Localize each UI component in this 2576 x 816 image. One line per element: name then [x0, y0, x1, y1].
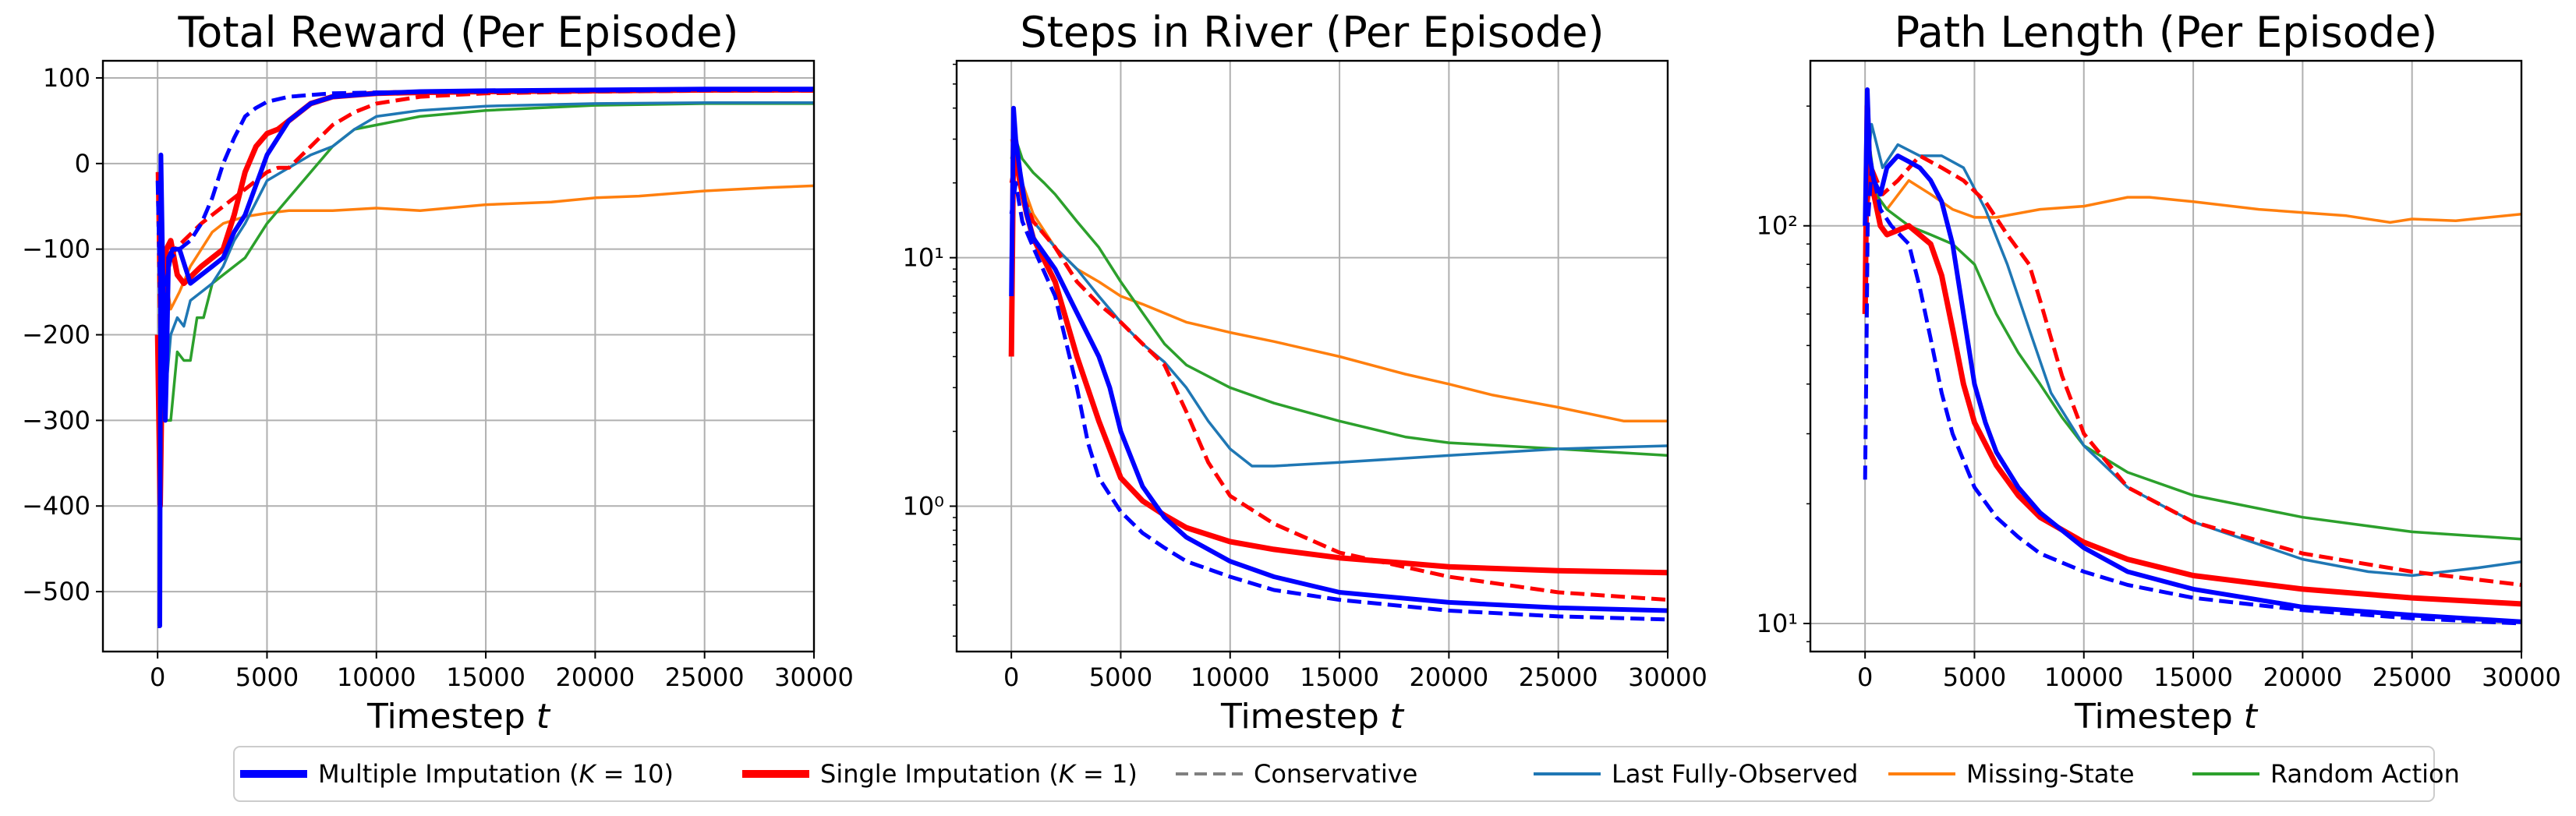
y-tick-label: −100 — [22, 235, 90, 264]
x-tick-label: 30000 — [1628, 662, 1707, 692]
x-tick-label: 10000 — [1191, 662, 1270, 692]
y-tick-label: −200 — [22, 320, 90, 350]
x-axis-label: Timestep t — [366, 697, 551, 737]
x-tick-label: 15000 — [446, 662, 525, 692]
x-tick-label: 10000 — [2044, 662, 2124, 692]
x-tick-label: 10000 — [337, 662, 416, 692]
chart-title: Steps in River (Per Episode) — [1020, 8, 1604, 57]
series-line-lfo — [1863, 122, 2521, 578]
panel-path-length: 0 5000 10000 15000 20000 25000 30000 10¹ 10² Path… — [1756, 8, 2560, 737]
y-tick-label: −300 — [22, 405, 90, 435]
x-tick-label: 25000 — [2373, 662, 2452, 692]
series-line-ms — [1010, 139, 1668, 423]
x-tick-label: 5000 — [1943, 662, 2006, 692]
x-axis-label: Timestep t — [2074, 697, 2259, 737]
legend-label-lfo: Last Fully-Observed — [1612, 759, 1858, 789]
x-tick-label: 20000 — [2263, 662, 2342, 692]
x-tick-label: 25000 — [665, 662, 745, 692]
legend-label-ra: Random Action — [2270, 759, 2460, 789]
series-line-lfo — [156, 101, 814, 414]
series-line-si_cons — [1863, 154, 2521, 587]
x-tick-label: 20000 — [1409, 662, 1488, 692]
y-tick-label: 0 — [75, 149, 90, 178]
axes-frame — [1809, 59, 2523, 653]
x-tick-label: 5000 — [1089, 662, 1152, 692]
x-tick-label: 5000 — [235, 662, 299, 692]
series-line-ra — [1010, 137, 1668, 457]
x-tick-label: 30000 — [774, 662, 854, 692]
y-tick-label: 100 — [43, 63, 90, 93]
x-tick-label: 0 — [1857, 662, 1873, 692]
y-tick-label: 10¹ — [902, 243, 944, 273]
series-line-ra — [1863, 143, 2521, 541]
series-line-mi — [1009, 105, 1668, 613]
panel-steps-in-river: 0 5000 10000 15000 20000 25000 30000 10⁰ 10¹ Step… — [902, 8, 1707, 737]
x-tick-label: 30000 — [2482, 662, 2561, 692]
chart-title: Path Length (Per Episode) — [1895, 8, 2438, 57]
axes-frame — [955, 59, 1669, 653]
x-tick-label: 20000 — [555, 662, 635, 692]
x-tick-label: 15000 — [1300, 662, 1379, 692]
legend-frame — [233, 746, 2435, 802]
y-tick-label: 10¹ — [1756, 609, 1798, 638]
series-line-mi — [1863, 87, 2521, 624]
series-line-mi — [157, 87, 814, 628]
axes-frame — [101, 59, 816, 653]
legend-label-cons: Conservative — [1254, 759, 1417, 789]
legend-label-ms: Missing-State — [1966, 759, 2135, 789]
y-tick-label: −400 — [22, 491, 90, 521]
y-tick-label: 10⁰ — [902, 491, 944, 521]
x-tick-label: 0 — [1003, 662, 1019, 692]
legend: Multiple Imputation (K = 10) Single Imput… — [233, 746, 2460, 802]
series-line-ms — [1863, 154, 2521, 226]
series-line-si — [1862, 103, 2521, 607]
x-tick-label: 0 — [150, 662, 165, 692]
legend-label-si: Single Imputation (K = 1) — [820, 759, 1138, 789]
y-tick-label: 10² — [1756, 211, 1798, 241]
series-line-mi_cons — [155, 87, 814, 337]
x-tick-label: 25000 — [1519, 662, 1598, 692]
panel-total-reward: 0 5000 10000 15000 20000 25000 30000 100 0 −100 −2… — [22, 8, 854, 737]
x-axis-label: Timestep t — [1220, 697, 1405, 737]
x-tick-label: 15000 — [2153, 662, 2233, 692]
series-line-ra — [156, 102, 814, 422]
y-tick-label: −500 — [22, 577, 90, 606]
chart-title: Total Reward (Per Episode) — [178, 8, 739, 57]
series-line-mi_cons — [1009, 181, 1668, 622]
legend-label-mi: Multiple Imputation (K = 10) — [318, 759, 674, 789]
